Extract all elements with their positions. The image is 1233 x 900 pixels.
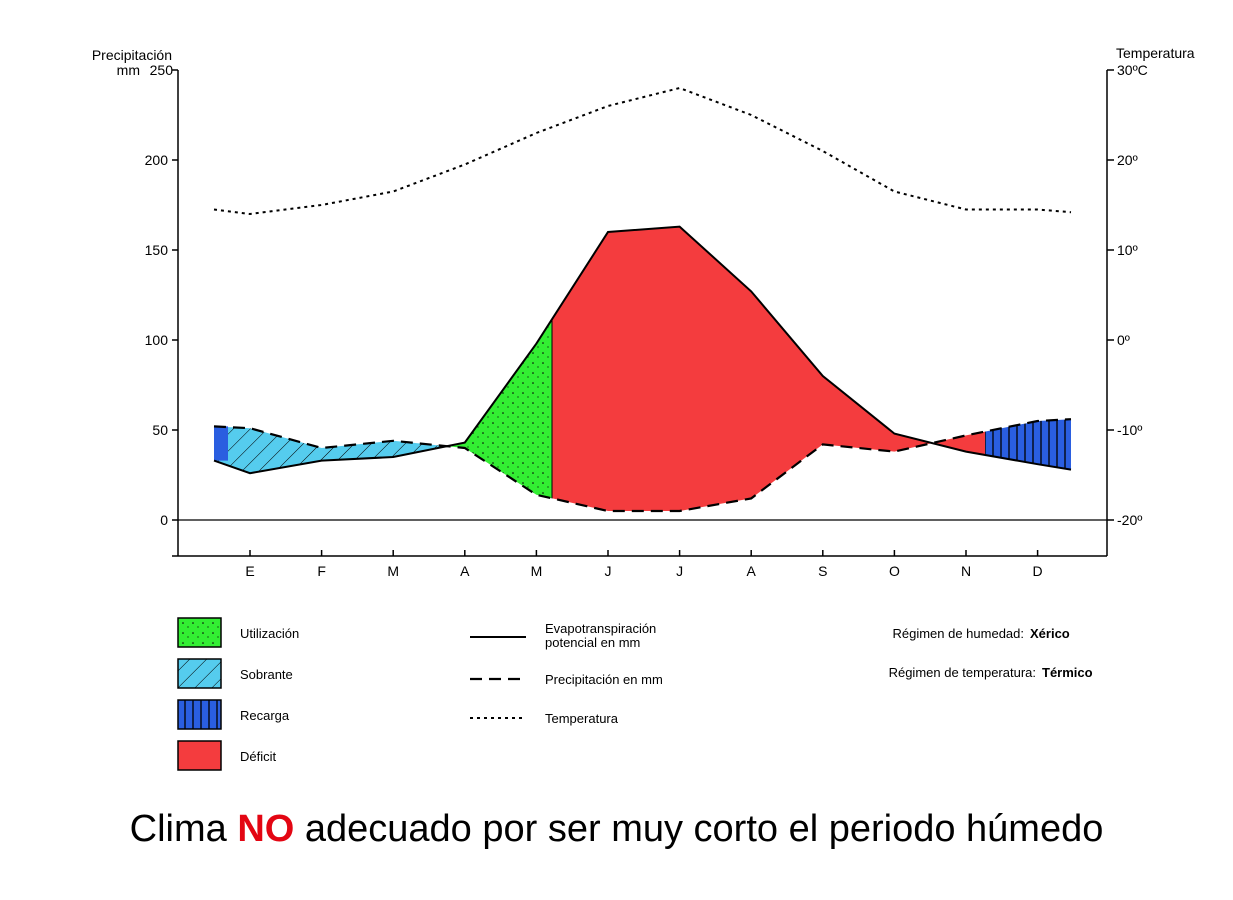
legend-area-label: Utilización (240, 626, 299, 641)
left-tick-label: 200 (145, 152, 169, 168)
caption-before: Clima (129, 808, 227, 850)
axis-labels-layer: 0 50 100 150 200 -20º -10º 0º 10º 20º 30ºC Precipit… (92, 45, 1195, 579)
legend-swatch (177, 740, 222, 771)
zones-layer (214, 226, 1071, 511)
legend-swatch (177, 658, 222, 689)
left-tick-label: 50 (152, 422, 168, 438)
legend-area-label: Sobrante (240, 667, 293, 682)
month-label: J (605, 563, 612, 579)
series-evapotranspiracion (213, 225, 1072, 475)
right-tick-label: 0º (1117, 332, 1130, 348)
legend-line-label: Temperatura (545, 711, 619, 726)
right-tick-label: 10º (1117, 242, 1138, 258)
series-precipitacion (213, 418, 1072, 513)
legend-area-label: Déficit (240, 749, 277, 764)
zone-recarga-start (214, 426, 228, 461)
left-axis-unit: mm (117, 62, 140, 78)
legend-line-label: potencial en mm (545, 635, 640, 650)
series-temperatura (213, 86, 1072, 216)
month-label: M (387, 563, 399, 579)
legend-swatch (177, 617, 222, 648)
legend-line-label: Precipitación en mm (545, 672, 663, 687)
zone-sobrante (214, 426, 442, 474)
legend-area-label: Recarga (240, 708, 290, 723)
month-label: J (676, 563, 683, 579)
month-label: D (1033, 563, 1043, 579)
month-label: A (747, 563, 757, 579)
month-label: M (531, 563, 543, 579)
legend-layer: Utilización Sobrante Recarga Déficit Evapotr… (177, 617, 1093, 771)
zone-deficit (552, 226, 985, 511)
left-tick-label: 250 (150, 62, 174, 78)
month-label: N (961, 563, 971, 579)
regime-temperature-label: Régimen de temperatura: (889, 665, 1036, 680)
zone-utilizacion (442, 319, 552, 499)
month-label: E (245, 563, 254, 579)
month-label: S (818, 563, 827, 579)
left-tick-label: 0 (160, 512, 168, 528)
water-balance-chart: 0 50 100 150 200 -20º -10º 0º 10º 20º 30ºC Precipit… (92, 45, 1195, 771)
right-tick-label: -10º (1117, 422, 1142, 438)
right-axis-title: Temperatura (1116, 45, 1195, 61)
left-tick-label: 150 (145, 242, 169, 258)
left-tick-label: 100 (145, 332, 169, 348)
month-label: A (460, 563, 470, 579)
regime-temperature-value: Térmico (1042, 665, 1093, 680)
regime-humidity-value: Xérico (1030, 626, 1070, 641)
legend-line-label: Evapotranspiración (545, 621, 656, 636)
zone-recarga (985, 419, 1071, 470)
caption-after: adecuado por ser muy corto el periodo hú… (304, 808, 1104, 850)
right-tick-label: 20º (1117, 152, 1138, 168)
right-tick-label: -20º (1117, 512, 1142, 528)
caption: Clima NO adecuado por ser muy corto el p… (0, 808, 1233, 851)
chart-frame (172, 69, 1114, 557)
regime-humidity-label: Régimen de humedad: (892, 626, 1024, 641)
legend-swatch (177, 699, 222, 730)
caption-highlight: NO (237, 808, 295, 850)
series-layer (213, 86, 1072, 513)
left-axis-title: Precipitación (92, 47, 172, 63)
month-label: O (889, 563, 900, 579)
right-tick-label: 30ºC (1117, 62, 1148, 78)
month-label: F (317, 563, 326, 579)
